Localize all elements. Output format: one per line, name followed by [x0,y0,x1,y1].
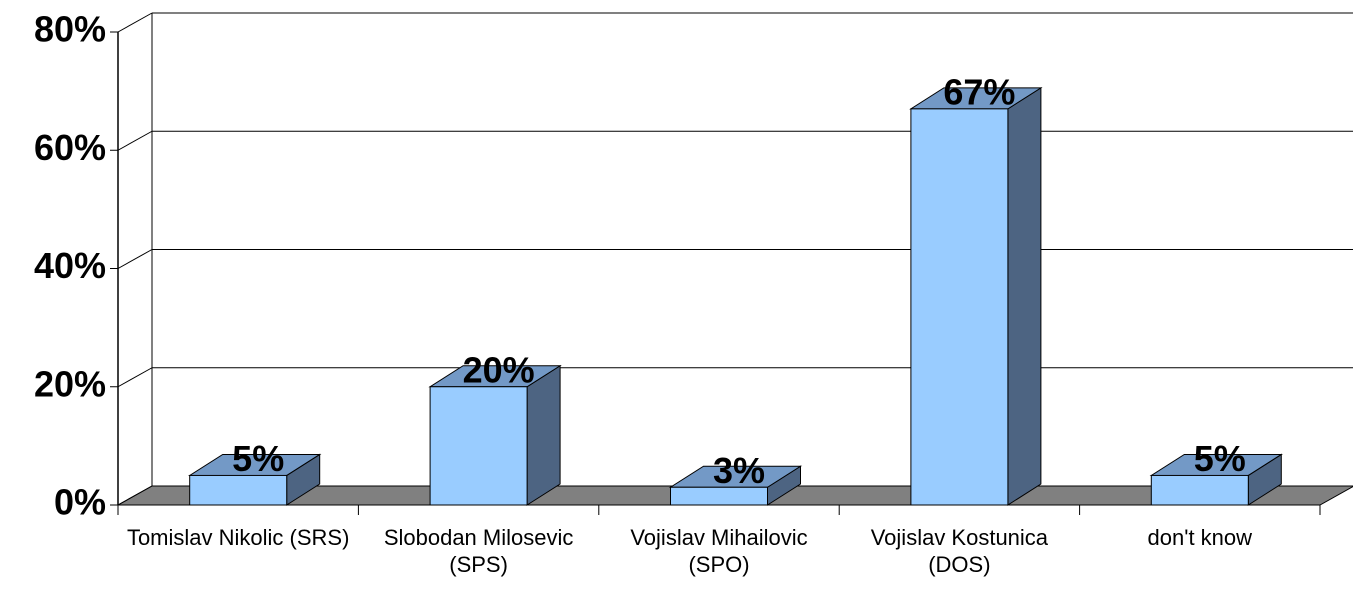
bar [670,486,768,506]
bar-side [1007,86,1042,506]
y-tick-label: 40% [34,245,106,286]
grid-line-side [117,130,153,151]
value-label: 5% [232,438,284,479]
x-tick-label: Slobodan Milosevic (SPS) [383,525,574,577]
x-tick-label: Vojislav Kostunica (DOS) [870,525,1049,577]
y-tick-label: 80% [34,9,106,50]
bar [910,108,1009,506]
x-tick-label: Vojislav Mihailovic (SPO) [630,525,808,577]
grid-line-side [117,12,153,33]
y-tick-label: 0% [54,482,106,523]
x-tick-label: Tomislav Nikolic (SRS) [126,525,350,550]
y-tick-label: 20% [34,363,106,404]
y-tick-label: 60% [34,127,106,168]
grid-line-side [117,249,153,269]
x-tick-label: don't know [1147,525,1253,550]
grid-line-side [117,485,153,506]
bar [1150,474,1249,506]
value-label: 67% [943,71,1015,112]
bar [189,474,288,506]
value-label: 5% [1194,438,1246,479]
value-label: 3% [713,450,765,491]
value-label: 20% [463,349,535,390]
bar [429,386,528,506]
grid-line-side [117,367,153,388]
